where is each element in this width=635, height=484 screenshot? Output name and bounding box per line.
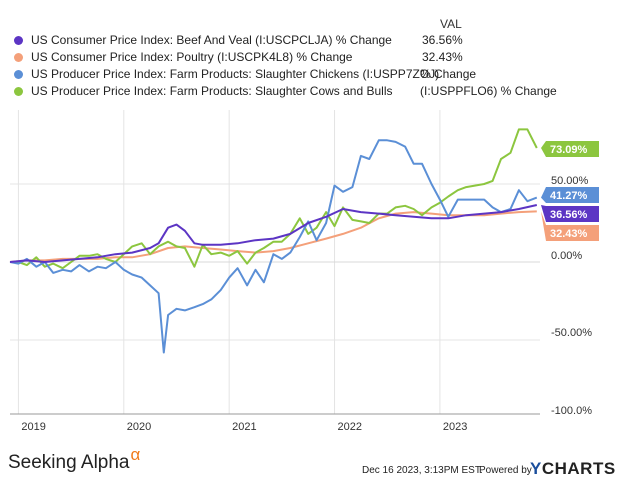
legend-dot — [14, 87, 23, 96]
x-tick-label: 2023 — [443, 421, 467, 433]
legend-label: US Consumer Price Index: Poultry (I:USCP… — [31, 50, 353, 64]
legend-label: US Producer Price Index: Farm Products: … — [31, 67, 440, 81]
legend-dot — [14, 36, 23, 45]
legend-item-beef[interactable]: US Consumer Price Index: Beef And Veal (… — [14, 33, 634, 49]
end-value-label: 73.09% — [550, 144, 588, 156]
legend-dot — [14, 53, 23, 62]
legend-label: US Producer Price Index: Farm Products: … — [31, 84, 393, 98]
ycharts-logo: YCHARTS — [530, 459, 616, 479]
series-line — [9, 139, 538, 354]
x-tick-label: 2021 — [232, 421, 256, 433]
seeking-alpha-logo: Seeking Alphaα — [8, 445, 140, 474]
powered-by: Powered by — [479, 465, 532, 476]
end-label-flag — [541, 187, 599, 203]
end-label-flag — [541, 141, 599, 157]
y-tick-label: 50.00% — [551, 175, 589, 187]
ycharts-y: Y — [530, 459, 542, 478]
legend-value: % Change — [420, 67, 477, 81]
x-tick-label: 2019 — [21, 421, 45, 433]
end-label-flag — [541, 204, 599, 222]
y-tick-label: -50.00% — [551, 327, 592, 339]
legend-value: 32.43% — [422, 50, 463, 64]
legend-value: 36.56% — [422, 33, 463, 47]
legend-label: US Consumer Price Index: Beef And Veal (… — [31, 33, 392, 47]
ycharts-text: CHARTS — [541, 459, 616, 478]
end-label-flag — [541, 211, 599, 241]
brand-name: Seeking Alpha — [8, 452, 130, 473]
legend: VAL US Consumer Price Index: Beef And Ve… — [0, 0, 635, 108]
end-value-label: 32.43% — [550, 228, 588, 240]
alpha-mark: α — [130, 445, 141, 464]
legend-dot — [14, 70, 23, 79]
legend-value-header: VAL — [440, 17, 462, 31]
series-line — [9, 204, 538, 263]
timestamp: Dec 16 2023, 3:13PM EST. — [362, 465, 483, 476]
y-tick-label: -100.0% — [551, 405, 592, 417]
legend-item-chickens[interactable]: US Producer Price Index: Farm Products: … — [14, 67, 634, 83]
end-value-label: 36.56% — [550, 209, 588, 221]
x-tick-label: 2022 — [338, 421, 362, 433]
legend-item-poultry[interactable]: US Consumer Price Index: Poultry (I:USCP… — [14, 50, 634, 66]
y-tick-label: 0.00% — [551, 250, 582, 262]
legend-value: (I:USPPFLO6) % Change — [420, 84, 557, 98]
end-value-label: 41.27% — [550, 190, 588, 202]
legend-item-cows[interactable]: US Producer Price Index: Farm Products: … — [14, 84, 634, 100]
x-tick-label: 2020 — [127, 421, 151, 433]
